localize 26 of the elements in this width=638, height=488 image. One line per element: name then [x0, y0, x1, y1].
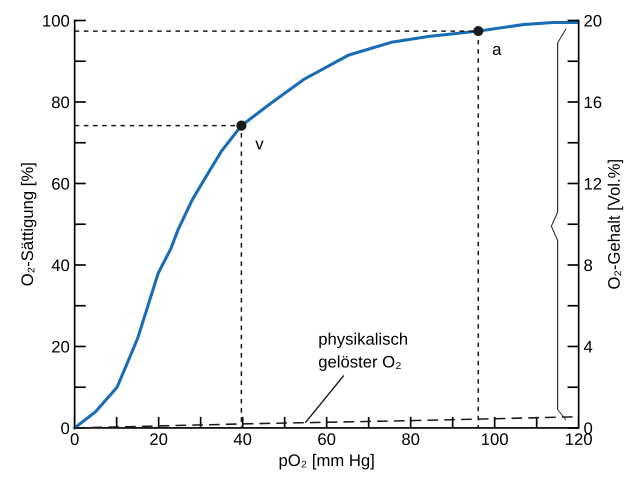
x-tick-label: 120: [566, 433, 592, 446]
y2-tick-label: 12: [584, 178, 602, 190]
y-tick-label: 0: [61, 422, 70, 434]
annotation: v: [255, 140, 264, 150]
line-series: [73, 21, 579, 430]
y2-axis-title: O₂-Gehalt [Vol.%]: [608, 160, 624, 289]
y2-tick-label: 0: [584, 422, 592, 434]
x-tick-label: 80: [402, 433, 420, 446]
y-tick-label: 40: [52, 259, 70, 272]
x-tick-label: 20: [150, 433, 168, 446]
x-tick-label: 40: [234, 433, 252, 446]
annotation: a: [492, 46, 502, 56]
annotation: physikalisch gelöster O₂: [318, 332, 408, 371]
y2-tick-label: 16: [584, 96, 602, 108]
x-tick-label: 0: [70, 433, 79, 446]
y-axis-title: O₂-Sättigung [%]: [20, 163, 36, 286]
x-tick-label: 60: [318, 433, 336, 446]
y2-tick-label: 20: [584, 14, 602, 27]
y-tick-label: 20: [52, 340, 70, 353]
x-tick-label: 100: [482, 433, 508, 446]
x-axis-title: pO₂ [mm Hg]: [280, 454, 374, 470]
y2-tick-label: 8: [584, 259, 592, 272]
y-tick-label: 80: [52, 96, 70, 108]
y2-tick-label: 4: [584, 341, 592, 353]
y-tick-label: 100: [43, 14, 70, 27]
y-tick-label: 60: [52, 178, 70, 190]
